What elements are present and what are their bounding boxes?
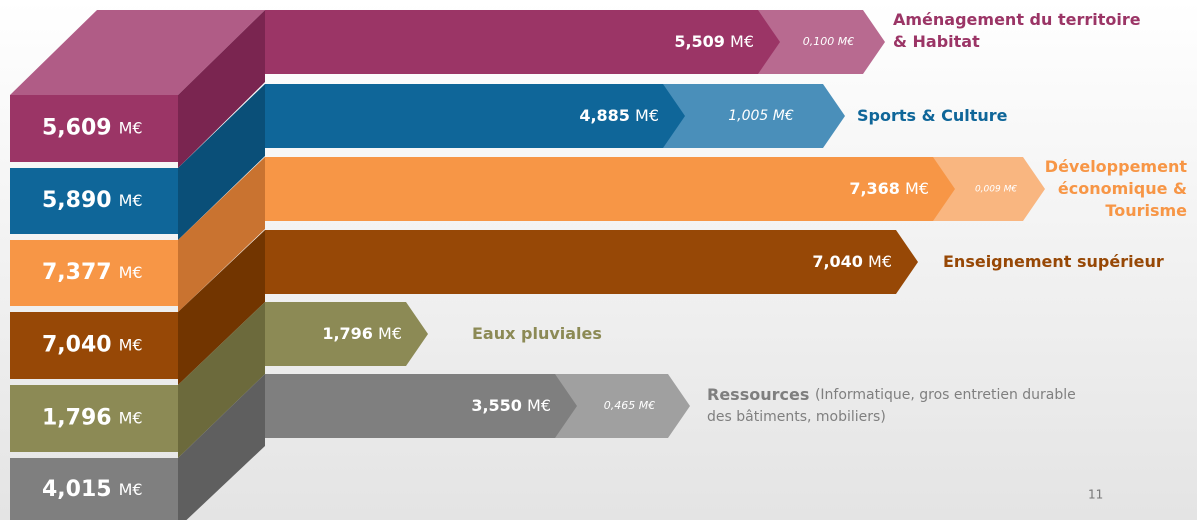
main-number: 3,550 [471, 396, 522, 415]
main-number: 5,509 [674, 32, 725, 51]
total-value: 7,040 M€ [42, 333, 143, 358]
block-front [10, 168, 178, 234]
total-unit: M€ [119, 191, 143, 210]
main-unit: M€ [378, 324, 402, 343]
extra-arrow [555, 374, 690, 438]
main-unit: M€ [730, 32, 754, 51]
category-label: Sports & Culture [857, 106, 1008, 125]
block-side-face [178, 302, 265, 458]
extra-value: 0,100 M€ [803, 35, 854, 48]
category-label-line: Sports & Culture [857, 106, 1008, 125]
main-number: 4,885 [579, 106, 630, 125]
total-unit: M€ [119, 335, 143, 354]
main-value: 5,509 M€ [674, 32, 754, 51]
category-label: Ressources (Informatique, gros entretien… [707, 385, 1076, 404]
category-label: Tourisme [1105, 201, 1187, 220]
extra-value: 1,005 M€ [728, 108, 794, 124]
category-label: économique & [1058, 179, 1187, 198]
category-label-line: Développement [1045, 157, 1188, 176]
total-unit: M€ [119, 263, 143, 282]
main-unit: M€ [868, 252, 892, 271]
total-number: 7,040 [42, 333, 112, 358]
category-label-line: Aménagement du territoire [893, 10, 1141, 29]
block-front [10, 312, 178, 379]
total-value: 7,377 M€ [42, 260, 143, 285]
main-arrow [265, 302, 428, 366]
main-number: 1,796 [322, 324, 373, 343]
extra-value: 0,009 M€ [975, 185, 1017, 195]
category-label: Développement [1045, 157, 1188, 176]
category-label-line: Eaux pluviales [472, 324, 602, 343]
block-front [10, 95, 178, 162]
main-arrow [265, 374, 577, 438]
category-note: des bâtiments, mobiliers) [707, 409, 886, 425]
category-label-line: Ressources [707, 385, 809, 404]
main-value: 7,368 M€ [849, 179, 929, 198]
main-value: 1,796 M€ [322, 324, 402, 343]
main-arrow [265, 157, 955, 221]
category-label-line: & Habitat [893, 32, 980, 51]
extra-arrow [933, 157, 1045, 221]
block-side-face [178, 10, 265, 168]
total-value: 4,015 M€ [42, 477, 143, 502]
category-note: (Informatique, gros entretien durable [815, 387, 1076, 403]
total-value: 5,890 M€ [42, 188, 143, 213]
block-side-face [178, 157, 265, 312]
category-label: Aménagement du territoire [893, 10, 1141, 29]
block-front [10, 240, 178, 306]
extra-arrow [758, 10, 885, 74]
block-side-face [178, 374, 265, 520]
block-top-face [10, 10, 265, 95]
main-value: 3,550 M€ [471, 396, 551, 415]
total-number: 1,796 [42, 406, 112, 431]
total-number: 5,890 [42, 188, 112, 213]
total-number: 7,377 [42, 260, 112, 285]
main-unit: M€ [905, 179, 929, 198]
category-label: Eaux pluviales [472, 324, 602, 343]
main-unit: M€ [635, 106, 659, 125]
main-unit: M€ [527, 396, 551, 415]
main-number: 7,040 [812, 252, 863, 271]
main-number: 7,368 [849, 179, 900, 198]
category-label: & Habitat [893, 32, 980, 51]
extra-value: 0,465 M€ [604, 399, 655, 412]
main-arrow [265, 230, 918, 294]
main-arrow [265, 10, 780, 74]
total-unit: M€ [119, 118, 143, 137]
total-unit: M€ [119, 480, 143, 499]
block-front [10, 385, 178, 452]
main-value: 7,040 M€ [812, 252, 892, 271]
block-front [10, 458, 178, 520]
page-number: 11 [1088, 488, 1103, 502]
extra-arrow [663, 84, 845, 148]
total-number: 5,609 [42, 116, 112, 141]
block-side-face [178, 84, 265, 240]
total-value: 1,796 M€ [42, 406, 143, 431]
category-label-line: Tourisme [1105, 201, 1187, 220]
category-label: Enseignement supérieur [943, 252, 1164, 271]
category-label-line: économique & [1058, 179, 1187, 198]
block-side-face [178, 230, 265, 385]
total-number: 4,015 [42, 477, 112, 502]
main-arrow [265, 84, 685, 148]
total-value: 5,609 M€ [42, 116, 143, 141]
main-value: 4,885 M€ [579, 106, 659, 125]
category-label-line: Enseignement supérieur [943, 252, 1164, 271]
total-unit: M€ [119, 408, 143, 427]
